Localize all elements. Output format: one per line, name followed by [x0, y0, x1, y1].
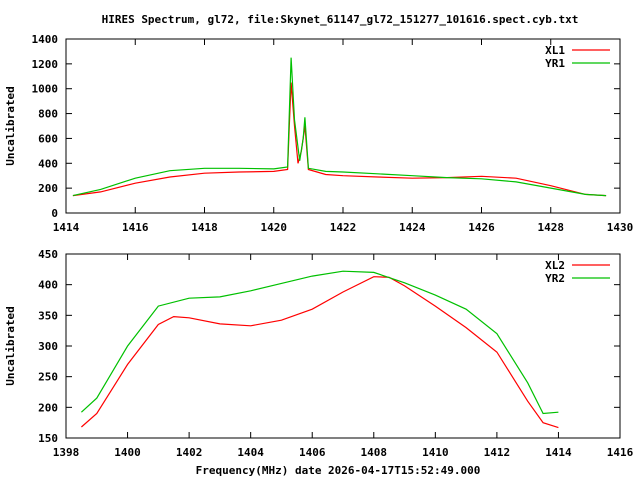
x-tick-label: 1412 — [484, 446, 511, 459]
x-tick-label: 1420 — [261, 221, 288, 234]
y-axis-label: Uncalibrated — [4, 86, 17, 165]
y-tick-label: 150 — [38, 432, 58, 445]
y-tick-label: 200 — [38, 401, 58, 414]
y-tick-label: 200 — [38, 182, 58, 195]
series-line-yr1 — [72, 57, 607, 197]
y-tick-label: 300 — [38, 340, 58, 353]
plot-frame-1 — [65, 38, 621, 214]
y-tick-label: 800 — [38, 108, 58, 121]
y-tick-label: 350 — [38, 309, 58, 322]
x-tick-label: 1430 — [607, 221, 634, 234]
x-tick-label: 1410 — [422, 446, 449, 459]
x-tick-label: 1418 — [191, 221, 218, 234]
y-tick-label: 1400 — [32, 33, 59, 46]
x-tick-label: 1398 — [53, 446, 80, 459]
series-line-xl1 — [72, 82, 607, 197]
y-axis-label: Uncalibrated — [4, 306, 17, 385]
x-tick-label: 1416 — [122, 221, 149, 234]
y-tick-label: 400 — [38, 157, 58, 170]
y-tick-label: 400 — [38, 279, 58, 292]
legend-label: YR1 — [545, 57, 565, 70]
x-axis-label: Frequency(MHz) date 2026-04-17T15:52:49.… — [196, 464, 481, 477]
x-tick-label: 1416 — [607, 446, 634, 459]
series-line-yr2 — [80, 270, 559, 415]
series-line-xl2 — [81, 276, 559, 429]
y-tick-label: 450 — [38, 248, 58, 261]
y-tick-label: 600 — [38, 132, 58, 145]
x-tick-label: 1422 — [330, 221, 357, 234]
x-tick-label: 1414 — [53, 221, 80, 234]
y-tick-label: 1200 — [32, 58, 59, 71]
x-tick-label: 1426 — [468, 221, 495, 234]
y-tick-label: 0 — [51, 207, 58, 220]
x-tick-label: 1428 — [538, 221, 565, 234]
x-tick-label: 1404 — [237, 446, 264, 459]
x-tick-label: 1424 — [399, 221, 426, 234]
y-tick-label: 250 — [38, 371, 58, 384]
y-tick-label: 1000 — [32, 83, 59, 96]
legend-label: XL1 — [545, 44, 565, 57]
legend-label: XL2 — [545, 259, 565, 272]
x-tick-label: 1406 — [299, 446, 326, 459]
x-tick-label: 1414 — [545, 446, 572, 459]
legend-label: YR2 — [545, 272, 565, 285]
chart-title: HIRES Spectrum, gl72, file:Skynet_61147_… — [102, 13, 579, 26]
plot-frame-2 — [65, 253, 621, 439]
x-tick-label: 1400 — [114, 446, 141, 459]
x-tick-label: 1408 — [361, 446, 388, 459]
x-tick-label: 1402 — [176, 446, 203, 459]
